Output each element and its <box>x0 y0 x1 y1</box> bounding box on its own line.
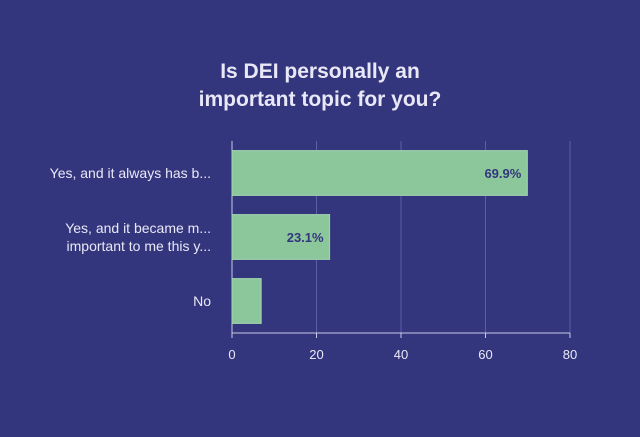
bar <box>231 214 331 260</box>
chart-title-line-2: important topic for you? <box>198 88 442 111</box>
chart-title: Is DEI personally an important topic for… <box>0 58 640 114</box>
x-tick-label: 60 <box>478 347 492 362</box>
bar-data-label: 69.9% <box>484 166 521 181</box>
category-label: No <box>193 293 211 309</box>
x-tick-label: 80 <box>563 347 577 362</box>
category-label: Yes, and it always has b... <box>50 165 211 181</box>
category-label: important to me this y... <box>67 238 211 254</box>
x-tick-label: 0 <box>228 347 235 362</box>
bar <box>231 278 262 324</box>
bar-data-label: 23.1% <box>287 230 324 245</box>
x-tick-label: 40 <box>394 347 408 362</box>
chart-title-line-1: Is DEI personally an <box>220 60 420 83</box>
category-label: Yes, and it became m... <box>65 220 211 236</box>
bar <box>231 150 528 196</box>
x-tick-label: 20 <box>309 347 323 362</box>
